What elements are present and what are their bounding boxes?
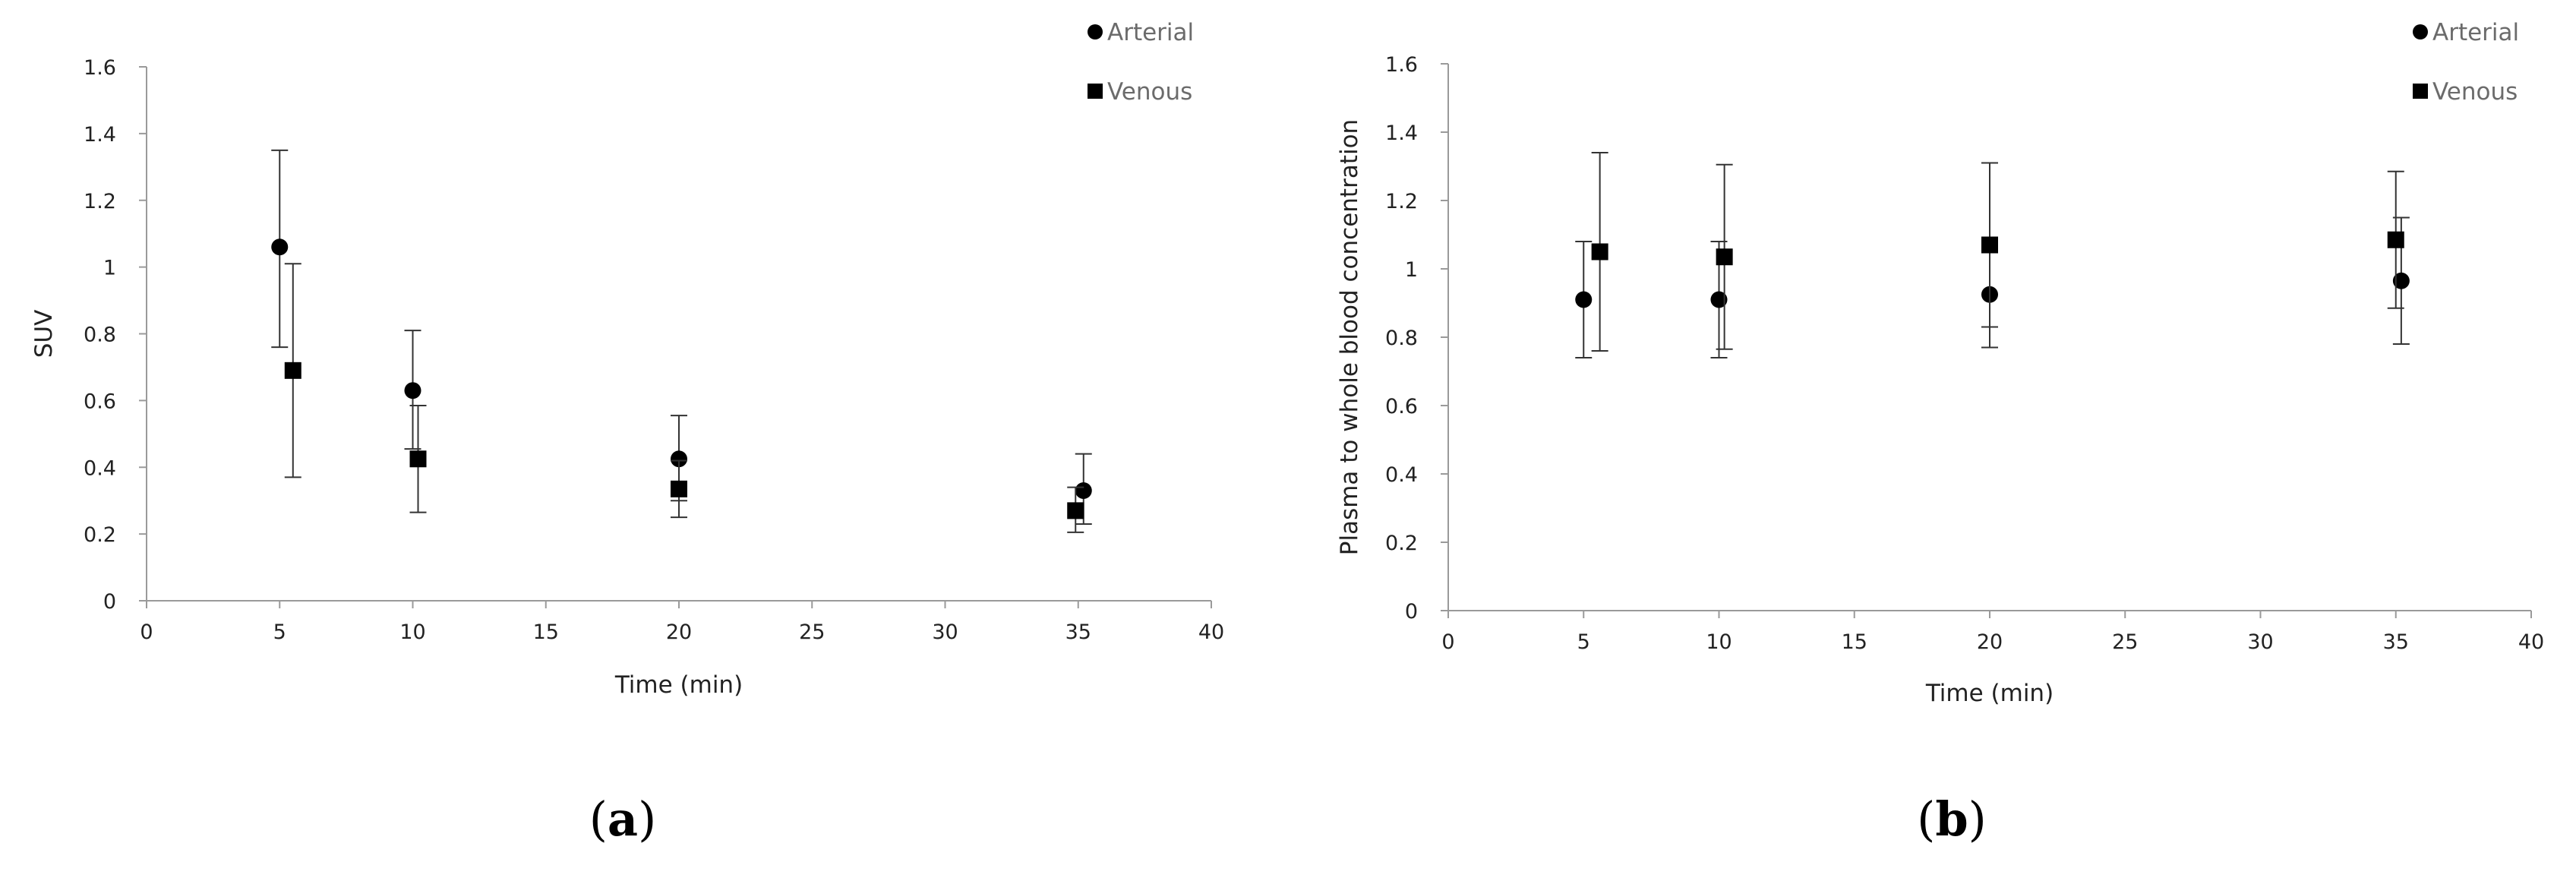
y-tick-label: 0.2 — [84, 523, 116, 547]
x-tick-label: 20 — [1977, 630, 2003, 654]
legend-marker-venous — [2413, 84, 2428, 99]
legend-label-venous: Venous — [2432, 78, 2518, 106]
panel-label-a: (a) — [589, 791, 657, 847]
legend-label-arterial: Arterial — [1107, 19, 1194, 46]
y-tick-label: 1 — [103, 257, 116, 280]
x-tick-label: 5 — [273, 620, 286, 644]
y-axis-label: SUV — [30, 310, 58, 358]
x-tick-label: 0 — [140, 620, 153, 644]
arterial-point — [1575, 291, 1593, 308]
legend-label-venous: Venous — [1107, 78, 1192, 106]
x-tick-label: 10 — [399, 620, 425, 644]
x-tick-label: 15 — [1842, 630, 1867, 654]
y-tick-label: 1.2 — [1385, 190, 1418, 213]
venous-point — [2387, 231, 2404, 248]
venous-point — [1591, 243, 1608, 261]
arterial-point — [671, 450, 687, 468]
y-tick-label: 1.2 — [84, 190, 116, 213]
venous-point — [1981, 236, 1998, 254]
x-tick-label: 10 — [1706, 630, 1732, 654]
arterial-point — [1710, 291, 1728, 308]
x-tick-label: 20 — [666, 620, 692, 644]
arterial-point — [271, 238, 289, 256]
legend-label-arterial: Arterial — [2432, 19, 2519, 46]
y-tick-label: 0.8 — [84, 324, 116, 347]
y-tick-label: 0.8 — [1385, 327, 1418, 350]
venous-point — [1716, 248, 1733, 266]
arterial-point — [1075, 482, 1092, 500]
x-tick-label: 35 — [1065, 620, 1091, 644]
x-tick-label: 0 — [1441, 630, 1454, 654]
y-tick-label: 0 — [103, 590, 116, 614]
arterial-point — [2392, 272, 2410, 289]
arterial-point — [404, 382, 421, 399]
y-tick-label: 1.6 — [1385, 53, 1418, 77]
y-tick-label: 0 — [1405, 600, 1418, 624]
x-tick-label: 5 — [1577, 630, 1590, 654]
x-tick-label: 30 — [2247, 630, 2273, 654]
x-tick-label: 40 — [1198, 620, 1224, 644]
x-axis-label: Time (min) — [1925, 680, 2054, 707]
chart-a-suv: 0 0.2 0.4 0.6 0.8 1 1.2 1.4 1.6 0 5 10 15 20 25 30 35 40 T… — [30, 19, 1224, 699]
y-tick-label: 0.4 — [1385, 463, 1418, 487]
chart-b-plasma-ratio: 0 0.2 0.4 0.6 0.8 1 1.2 1.4 1.6 0 5 10 15 20 25 30 35 40 T… — [1336, 19, 2544, 707]
x-tick-label: 30 — [932, 620, 958, 644]
y-tick-label: 1.4 — [1385, 122, 1418, 145]
y-tick-label: 1 — [1405, 258, 1418, 282]
y-tick-label: 0.6 — [84, 390, 116, 413]
legend-marker-venous — [1088, 84, 1103, 99]
legend-marker-arterial — [1088, 24, 1103, 39]
y-axis-label: Plasma to whole blood concentration — [1336, 119, 1363, 555]
x-tick-label: 40 — [2518, 630, 2544, 654]
y-tick-label: 1.4 — [84, 123, 116, 147]
y-tick-label: 0.2 — [1385, 532, 1418, 555]
legend-marker-arterial — [2413, 24, 2428, 39]
panel-label-b: (b) — [1917, 791, 1987, 847]
y-tick-label: 1.6 — [84, 56, 116, 80]
x-tick-label: 25 — [2112, 630, 2138, 654]
x-tick-label: 25 — [799, 620, 825, 644]
x-axis-label: Time (min) — [614, 671, 743, 699]
venous-point — [409, 450, 427, 468]
venous-point — [1067, 502, 1084, 519]
venous-point — [284, 362, 301, 379]
x-tick-label: 15 — [533, 620, 559, 644]
venous-point — [671, 480, 687, 497]
y-tick-label: 0.6 — [1385, 395, 1418, 418]
y-tick-label: 0.4 — [84, 456, 116, 480]
x-tick-label: 35 — [2383, 630, 2409, 654]
